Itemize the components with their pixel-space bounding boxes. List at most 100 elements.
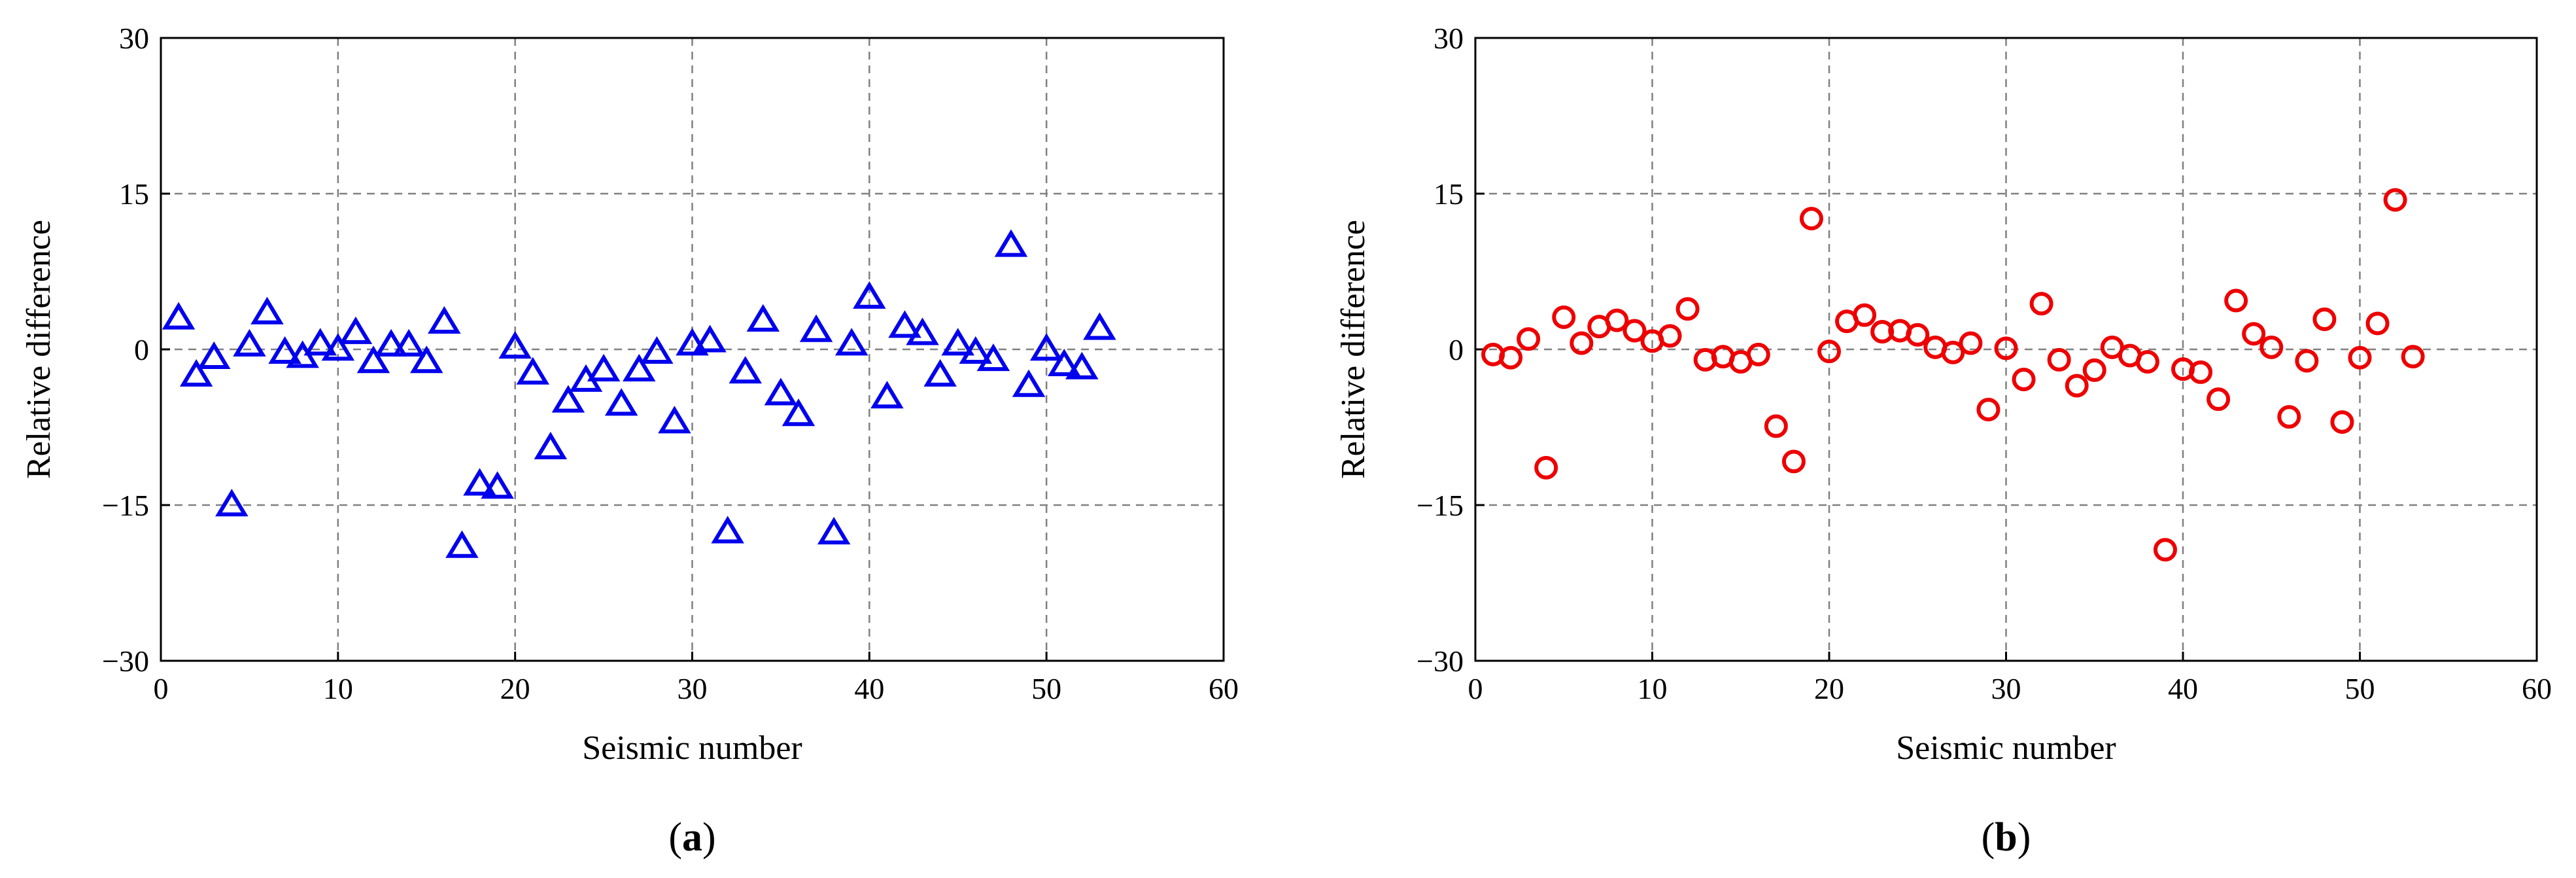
panel-label: (b) [1982, 815, 2031, 860]
data-point-triangle [233, 328, 266, 357]
data-point-triangle [463, 468, 496, 496]
data-point-triangle [640, 336, 674, 364]
x-tick-label: 40 [854, 672, 884, 705]
data-point-triangle [215, 489, 249, 517]
x-tick-label: 20 [500, 672, 530, 705]
data-point-triangle [711, 516, 744, 544]
data-point-triangle [481, 471, 514, 499]
y-tick-label: −15 [1417, 489, 1464, 522]
data-point-triangle [923, 359, 957, 387]
data-point-triangle [268, 336, 301, 364]
x-tick-label: 10 [323, 672, 353, 705]
data-point-triangle [604, 388, 638, 416]
data-point-circle [2189, 360, 2213, 384]
data-point-triangle [551, 385, 585, 413]
data-point-circle [2224, 289, 2248, 313]
data-point-circle [2207, 387, 2231, 412]
data-point-circle [2082, 358, 2106, 382]
data-point-triangle [764, 378, 798, 406]
y-axis-title: Relative difference [1335, 220, 1372, 479]
data-point-triangle [799, 314, 833, 342]
data-point-circle [2029, 292, 2053, 316]
data-point-triangle [817, 517, 851, 545]
data-point-circle [2277, 405, 2301, 429]
data-point-triangle [959, 336, 993, 364]
data-point-triangle [428, 306, 461, 334]
x-tick-label: 10 [1638, 672, 1668, 705]
data-point-triangle [676, 328, 709, 356]
x-axis-title: Seismic number [1896, 729, 2116, 767]
chart-panel-a: 0 10 20 30 40 50 60 −30 −15 0 15 30 Seismic number Re… [20, 22, 1239, 860]
y-tick-label: 0 [134, 333, 149, 366]
data-point-triangle [870, 381, 904, 409]
data-point-circle [1976, 398, 2001, 422]
data-point-triangle [693, 325, 727, 353]
data-point-triangle [356, 345, 390, 374]
y-tick-label: 15 [1434, 177, 1464, 211]
data-point-triangle [1029, 333, 1063, 361]
data-point-circle [1906, 323, 1930, 347]
data-point-triangle [162, 302, 196, 330]
y-tick-label: −30 [102, 644, 149, 678]
data-point-circle [1941, 340, 1965, 364]
data-point-triangle [1048, 348, 1081, 377]
x-tick-label: 30 [1991, 672, 2021, 705]
data-point-triangle [303, 328, 337, 356]
data-point-circle [2383, 188, 2407, 212]
data-point-circle [2065, 374, 2089, 398]
data-point-circle [1994, 336, 2018, 360]
chart-panel-b: 0 10 20 30 40 50 60 −30 −15 0 15 30 Seismic number Re… [1335, 22, 2552, 860]
data-point-circle [1605, 308, 1629, 332]
data-point-circle [1623, 319, 1647, 343]
data-point-circle [1570, 331, 1594, 355]
data-point-circle [1499, 345, 1523, 370]
x-tick-label: 60 [2522, 672, 2552, 705]
data-point-circle [1764, 414, 1788, 438]
y-axis-title: Relative difference [20, 220, 58, 479]
y-tick-label: 30 [119, 22, 149, 55]
x-tick-label: 0 [154, 672, 169, 705]
data-point-triangle [1065, 351, 1099, 379]
data-point-circle [1853, 303, 1877, 327]
y-tick-label: −30 [1417, 644, 1464, 678]
data-point-triangle [729, 356, 762, 384]
data-point-triangle [658, 406, 691, 434]
data-point-circle [2047, 347, 2071, 372]
panel-letter: a [682, 815, 702, 860]
data-point-triangle [339, 316, 373, 344]
data-point-circle [1959, 331, 1983, 355]
x-tick-label: 0 [1468, 672, 1483, 705]
x-axis-title: Seismic number [582, 729, 802, 767]
data-point-triangle [853, 281, 886, 309]
data-point-triangle [179, 359, 213, 387]
data-point-triangle [835, 328, 868, 356]
data-point-triangle [781, 398, 816, 427]
data-point-circle [2365, 311, 2390, 336]
panel-letter: b [1995, 815, 2017, 860]
data-point-circle [2153, 538, 2177, 562]
data-point-triangle [587, 353, 621, 381]
x-tick-label: 50 [1031, 672, 1061, 705]
data-point-triangle [1083, 312, 1116, 340]
data-point-circle [2135, 350, 2159, 374]
data-point-triangle [534, 431, 568, 459]
panel-label: (a) [668, 815, 715, 860]
data-point-circle [1658, 324, 1682, 348]
x-tick-label: 50 [2345, 672, 2375, 705]
data-point-circle [2295, 349, 2319, 373]
data-point-triangle [498, 330, 532, 359]
data-point-circle [1817, 340, 1841, 364]
data-point-triangle [906, 317, 939, 345]
data-point-triangle [1012, 369, 1046, 397]
data-point-triangle [410, 345, 443, 374]
x-tick-label: 60 [1209, 672, 1239, 705]
x-tick-label: 40 [2168, 672, 2198, 705]
data-point-triangle [976, 343, 1010, 372]
data-point-triangle [321, 333, 355, 361]
data-point-triangle [516, 357, 549, 385]
data-point-circle [2312, 307, 2337, 331]
data-point-circle [2242, 322, 2266, 346]
data-point-circle [2259, 335, 2284, 359]
x-tick-label: 20 [1814, 672, 1844, 705]
